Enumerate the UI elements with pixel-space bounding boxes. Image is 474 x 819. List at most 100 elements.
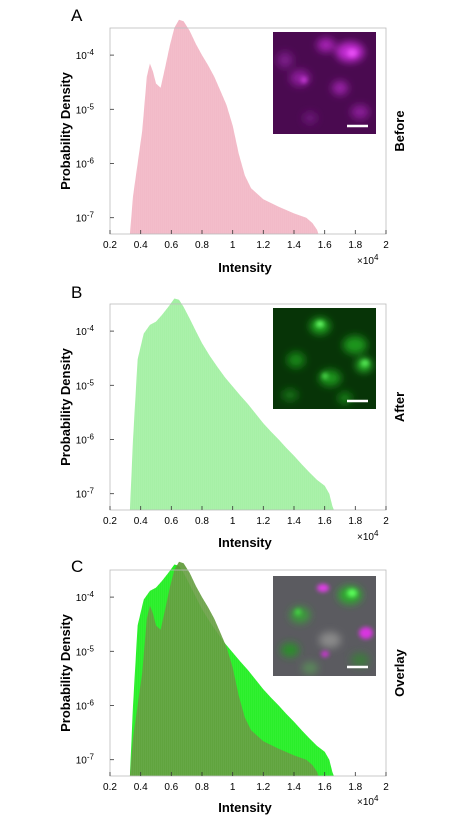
- x-tick-label: 1.4: [287, 782, 301, 793]
- y-tick-base: 10: [76, 593, 88, 604]
- y-tick-base: 10: [76, 327, 88, 338]
- x-tick-label: 1: [230, 240, 236, 251]
- x-tick-label: 0.6: [164, 516, 178, 527]
- y-ticks: 10-710-610-510-4: [76, 324, 114, 501]
- panel-after: 10-710-610-510-4 0.2 0.4 0.6 0.8 1 1.2 1.4 1.6 1…: [58, 283, 407, 550]
- axes-frame: [109, 303, 387, 511]
- y-tick-label: 10-4: [76, 48, 95, 62]
- x-tick-label: 2: [383, 240, 389, 251]
- x-tick-label: 0.6: [164, 782, 178, 793]
- panel-side-label: Before: [392, 110, 407, 151]
- y-tick-exponent: -5: [87, 644, 95, 653]
- y-tick-base: 10: [76, 490, 88, 501]
- y-tick-exponent: -7: [87, 753, 95, 762]
- axes-frame: [109, 27, 387, 235]
- x-tick-label: 0.2: [103, 782, 117, 793]
- x-tick-label: 0.4: [134, 516, 148, 527]
- y-tick-base: 10: [76, 436, 88, 447]
- series-area-1: [129, 298, 334, 511]
- panel-letter: C: [71, 557, 83, 576]
- y-ticks: 10-710-610-510-4: [76, 48, 114, 225]
- y-tick-label: 10-7: [76, 753, 95, 767]
- y-tick-label: 10-7: [76, 487, 95, 501]
- x-tick-label: 0.4: [134, 782, 148, 793]
- x-tick-label: 1.6: [318, 516, 332, 527]
- after-inset: [273, 308, 376, 409]
- y-tick-label: 10-6: [76, 699, 95, 713]
- y-tick-exponent: -4: [87, 48, 95, 57]
- y-axis-label: Probability Density: [58, 71, 73, 190]
- x-tick-label: 1.4: [287, 516, 301, 527]
- y-tick-label: 10-5: [76, 102, 95, 116]
- x-tick-label: 1: [230, 516, 236, 527]
- y-tick-exponent: -5: [87, 102, 95, 111]
- y-tick-exponent: -4: [87, 324, 95, 333]
- y-axis-label: Probability Density: [58, 347, 73, 466]
- x-axis-label: Intensity: [218, 800, 272, 815]
- x-tick-label: 0.4: [134, 240, 148, 251]
- x-tick-label: 0.8: [195, 240, 209, 251]
- series-area-2: [129, 561, 319, 777]
- y-tick-exponent: -4: [87, 590, 95, 599]
- y-tick-base: 10: [76, 160, 88, 171]
- x-tick-label: 1.8: [348, 240, 362, 251]
- x-tick-label: 0.2: [103, 516, 117, 527]
- y-tick-base: 10: [76, 214, 88, 225]
- y-tick-base: 10: [76, 51, 88, 62]
- axes-frame: [109, 569, 387, 777]
- x-axis-label: Intensity: [218, 260, 272, 275]
- y-tick-label: 10-5: [76, 378, 95, 392]
- multiplier-exponent: 4: [374, 529, 379, 538]
- y-axis-label: Probability Density: [58, 613, 73, 732]
- y-tick-base: 10: [76, 105, 88, 116]
- x-tick-label: 1.2: [256, 782, 270, 793]
- multiplier-base: ×10: [357, 532, 374, 543]
- x-tick-label: 1.8: [348, 782, 362, 793]
- multiplier-exponent: 4: [374, 794, 379, 803]
- x-tick-label: 1: [230, 782, 236, 793]
- x-tick-label: 2: [383, 516, 389, 527]
- y-tick-label: 10-4: [76, 590, 95, 604]
- panel-letter: A: [71, 6, 83, 25]
- x-axis-multiplier: ×104: [357, 529, 379, 543]
- y-tick-label: 10-6: [76, 157, 95, 171]
- y-ticks: 10-710-610-510-4: [76, 590, 114, 767]
- before-inset: [273, 32, 376, 134]
- y-tick-exponent: -5: [87, 378, 95, 387]
- y-tick-label: 10-7: [76, 211, 95, 225]
- x-tick-label: 1.4: [287, 240, 301, 251]
- multiplier-base: ×10: [357, 797, 374, 808]
- multiplier-exponent: 4: [374, 253, 379, 262]
- plot-area: [129, 561, 334, 777]
- y-tick-exponent: -6: [87, 699, 95, 708]
- y-tick-label: 10-4: [76, 324, 95, 338]
- panel-side-label: Overlay: [392, 648, 407, 696]
- y-tick-exponent: -7: [87, 211, 95, 220]
- y-tick-base: 10: [76, 381, 88, 392]
- x-tick-label: 0.8: [195, 516, 209, 527]
- histogram-bins: [129, 570, 333, 776]
- histogram-bins: [129, 304, 333, 510]
- y-tick-base: 10: [76, 756, 88, 767]
- x-ticks: 0.2 0.4 0.6 0.8 1 1.2 1.4 1.6 1.8 2: [103, 772, 389, 793]
- series-area-1: [129, 19, 319, 235]
- x-ticks: 0.2 0.4 0.6 0.8 1 1.2 1.4 1.6 1.8 2: [103, 506, 389, 527]
- y-tick-exponent: -6: [87, 157, 95, 166]
- x-tick-label: 1.8: [348, 516, 362, 527]
- plot-area: [129, 298, 334, 511]
- y-tick-base: 10: [76, 647, 88, 658]
- x-tick-label: 1.2: [256, 516, 270, 527]
- x-tick-label: 1.6: [318, 240, 332, 251]
- x-tick-label: 0.2: [103, 240, 117, 251]
- panel-letter: B: [71, 283, 82, 302]
- multiplier-base: ×10: [357, 256, 374, 267]
- y-tick-exponent: -7: [87, 487, 95, 496]
- x-axis-multiplier: ×104: [357, 794, 379, 808]
- x-axis-multiplier: ×104: [357, 253, 379, 267]
- x-tick-label: 0.8: [195, 782, 209, 793]
- y-tick-base: 10: [76, 702, 88, 713]
- y-tick-exponent: -6: [87, 433, 95, 442]
- y-tick-label: 10-5: [76, 644, 95, 658]
- x-axis-label: Intensity: [218, 535, 272, 550]
